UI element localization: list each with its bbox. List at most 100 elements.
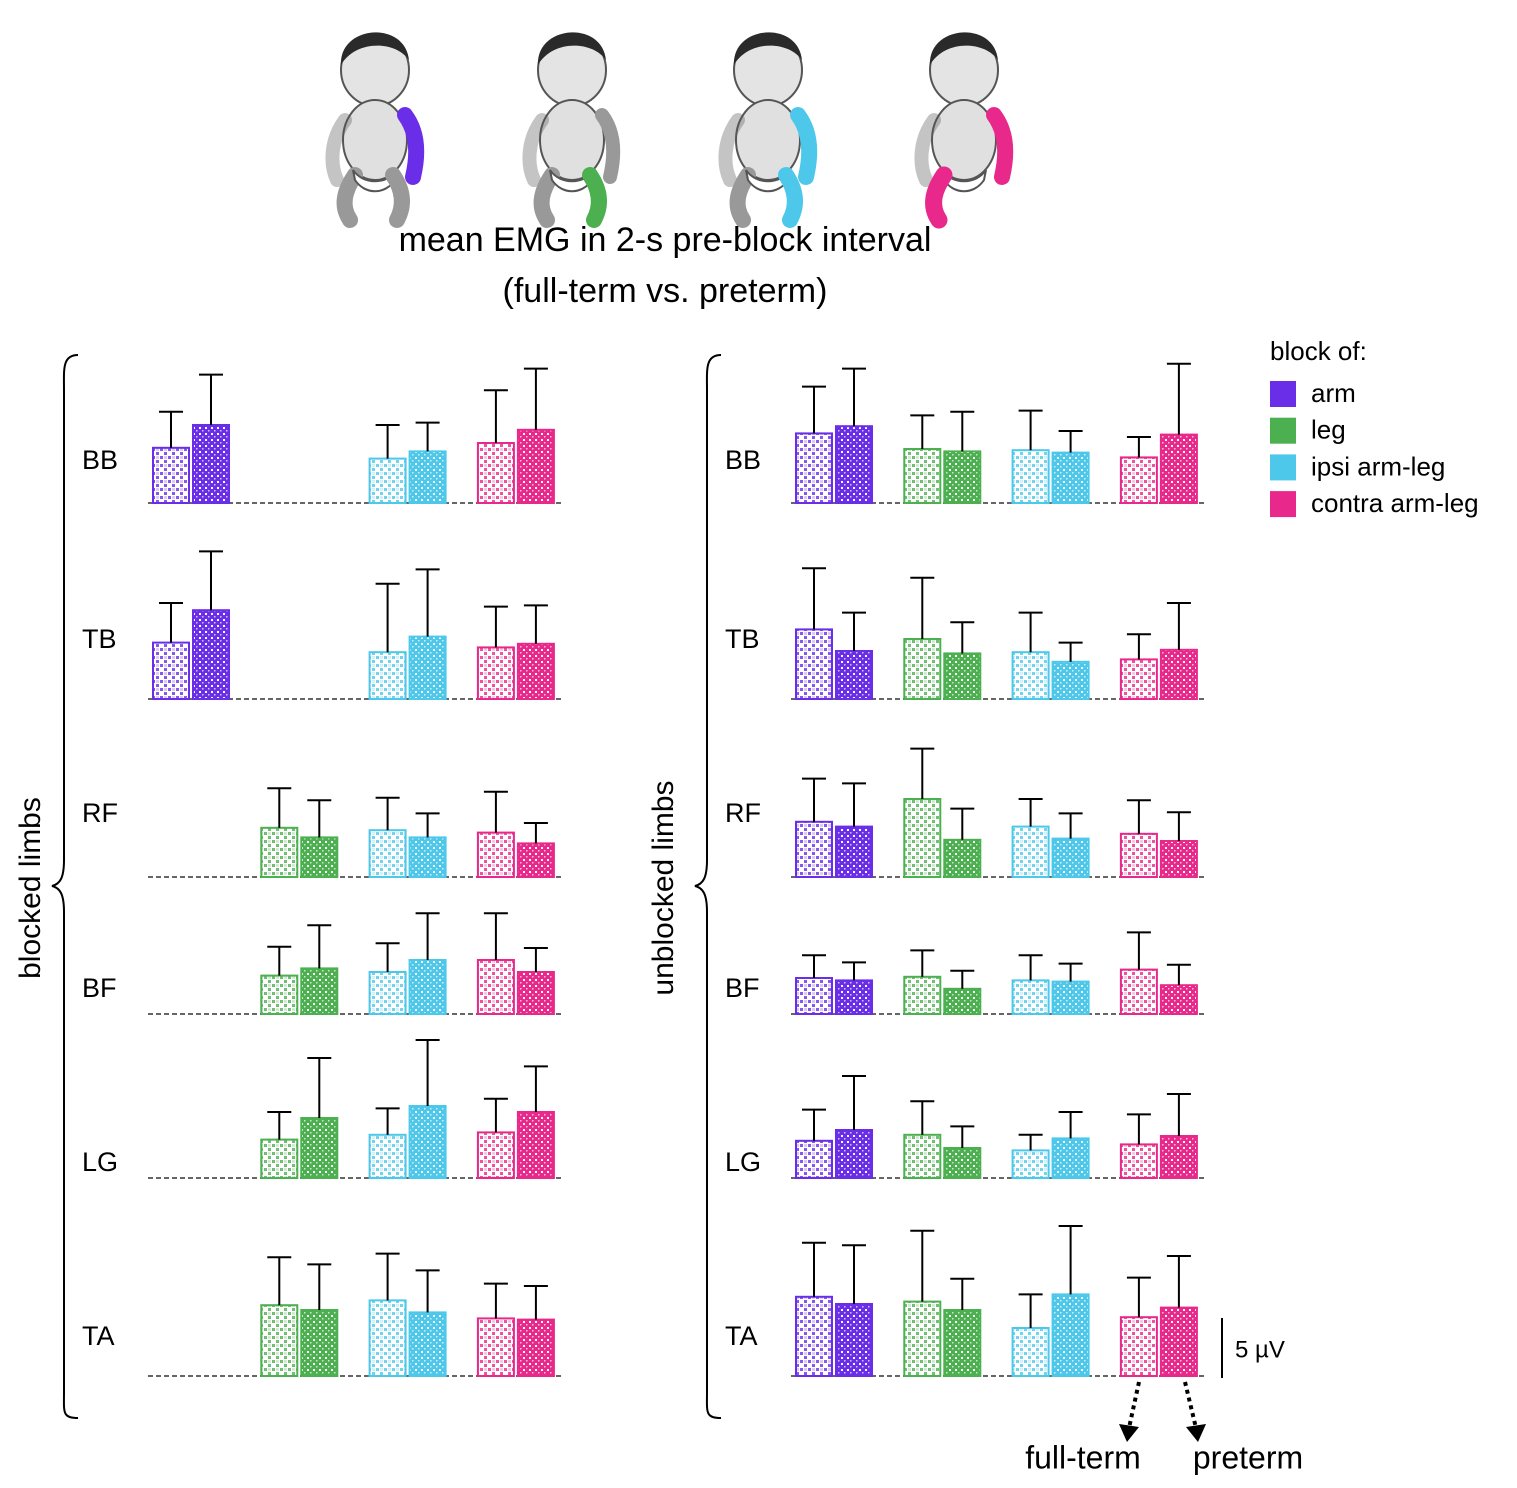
panel-label: unblocked limbs <box>647 780 680 995</box>
bar <box>300 836 339 879</box>
row-label: TB <box>725 624 760 654</box>
bar <box>1119 456 1158 504</box>
bar <box>835 1303 873 1377</box>
bar <box>835 650 873 700</box>
baby-contra <box>921 32 1014 229</box>
bar <box>795 628 833 701</box>
row-label: BF <box>82 973 117 1003</box>
bar <box>260 826 299 878</box>
bar <box>1159 433 1198 505</box>
bar <box>476 959 515 1015</box>
bar <box>1011 1327 1050 1377</box>
bar <box>1159 1306 1198 1377</box>
bar <box>476 1131 515 1180</box>
bar <box>368 829 407 879</box>
bar <box>152 446 190 504</box>
limb <box>790 107 818 185</box>
bar <box>368 971 407 1015</box>
bar <box>1159 840 1198 878</box>
bar <box>943 652 982 701</box>
bar <box>903 975 942 1015</box>
bar <box>1159 1135 1198 1179</box>
baby-illustrations <box>332 32 1014 229</box>
row-label: BB <box>725 445 761 475</box>
arrow <box>1127 1381 1141 1429</box>
bar <box>192 609 230 701</box>
bar <box>1051 980 1090 1015</box>
bar <box>300 1309 339 1377</box>
bar <box>408 635 447 700</box>
legend-label: arm <box>1311 378 1356 408</box>
bar <box>943 450 982 504</box>
bar <box>260 974 299 1015</box>
limb <box>397 107 425 185</box>
bar <box>795 1139 833 1180</box>
chart-subtitle: (full-term vs. preterm) <box>503 272 828 310</box>
legend-label: contra arm-leg <box>1311 488 1479 518</box>
limb <box>582 167 607 228</box>
bar <box>903 798 942 878</box>
bar <box>795 1295 833 1378</box>
bar <box>516 971 555 1015</box>
bar <box>368 1299 407 1378</box>
legend-label: leg <box>1311 415 1346 445</box>
bar <box>300 967 339 1016</box>
bar <box>408 1105 447 1179</box>
legend-swatch <box>1270 454 1296 481</box>
bar <box>795 432 833 504</box>
bar <box>795 820 833 878</box>
bar <box>476 646 515 701</box>
bar <box>1011 979 1050 1016</box>
row-label: LG <box>725 1147 761 1177</box>
legend-label: ipsi arm-leg <box>1311 451 1445 481</box>
bar <box>368 457 407 505</box>
group-label: full-term <box>1025 1439 1141 1475</box>
bar <box>516 1111 555 1179</box>
bar <box>795 977 833 1015</box>
limb <box>925 166 953 229</box>
bar <box>476 831 515 878</box>
bar <box>903 1133 942 1180</box>
bar <box>1051 837 1090 878</box>
scale-bar-label: 5 µV <box>1235 1336 1285 1363</box>
bar <box>516 642 555 700</box>
bar <box>1011 1149 1050 1180</box>
bar <box>1119 832 1158 878</box>
bar <box>152 641 190 700</box>
row-label: TA <box>725 1321 758 1351</box>
bar <box>903 1300 942 1377</box>
row-label: BB <box>82 445 118 475</box>
bar <box>516 428 555 504</box>
legend-title: block of: <box>1270 336 1367 366</box>
bar <box>1051 660 1090 700</box>
bar <box>1119 1316 1158 1377</box>
bar <box>1119 1143 1158 1180</box>
row-label: TA <box>82 1321 115 1351</box>
bar <box>835 825 873 878</box>
row-label: RF <box>725 798 761 828</box>
bar <box>1051 1137 1090 1180</box>
bar <box>943 987 982 1015</box>
baby-ipsi <box>725 32 818 228</box>
legend-swatch <box>1270 381 1296 407</box>
bar <box>835 425 873 505</box>
bar <box>943 1147 982 1179</box>
bar <box>943 838 982 878</box>
bar <box>260 1304 299 1377</box>
row-label: RF <box>82 798 118 828</box>
legend-swatch <box>1270 417 1296 444</box>
bar <box>516 1318 555 1377</box>
bar <box>1011 825 1050 878</box>
bar <box>835 1129 873 1179</box>
chart-title: mean EMG in 2-s pre-block interval <box>399 221 932 259</box>
limb <box>778 167 803 228</box>
panel-label: blocked limbs <box>14 797 47 979</box>
bar <box>368 651 407 701</box>
baby-leg <box>529 32 621 228</box>
bar <box>408 959 447 1015</box>
bar <box>1011 651 1050 701</box>
bar <box>192 424 230 504</box>
bar <box>1051 1293 1090 1378</box>
limb <box>986 107 1014 185</box>
bar <box>1011 449 1050 505</box>
